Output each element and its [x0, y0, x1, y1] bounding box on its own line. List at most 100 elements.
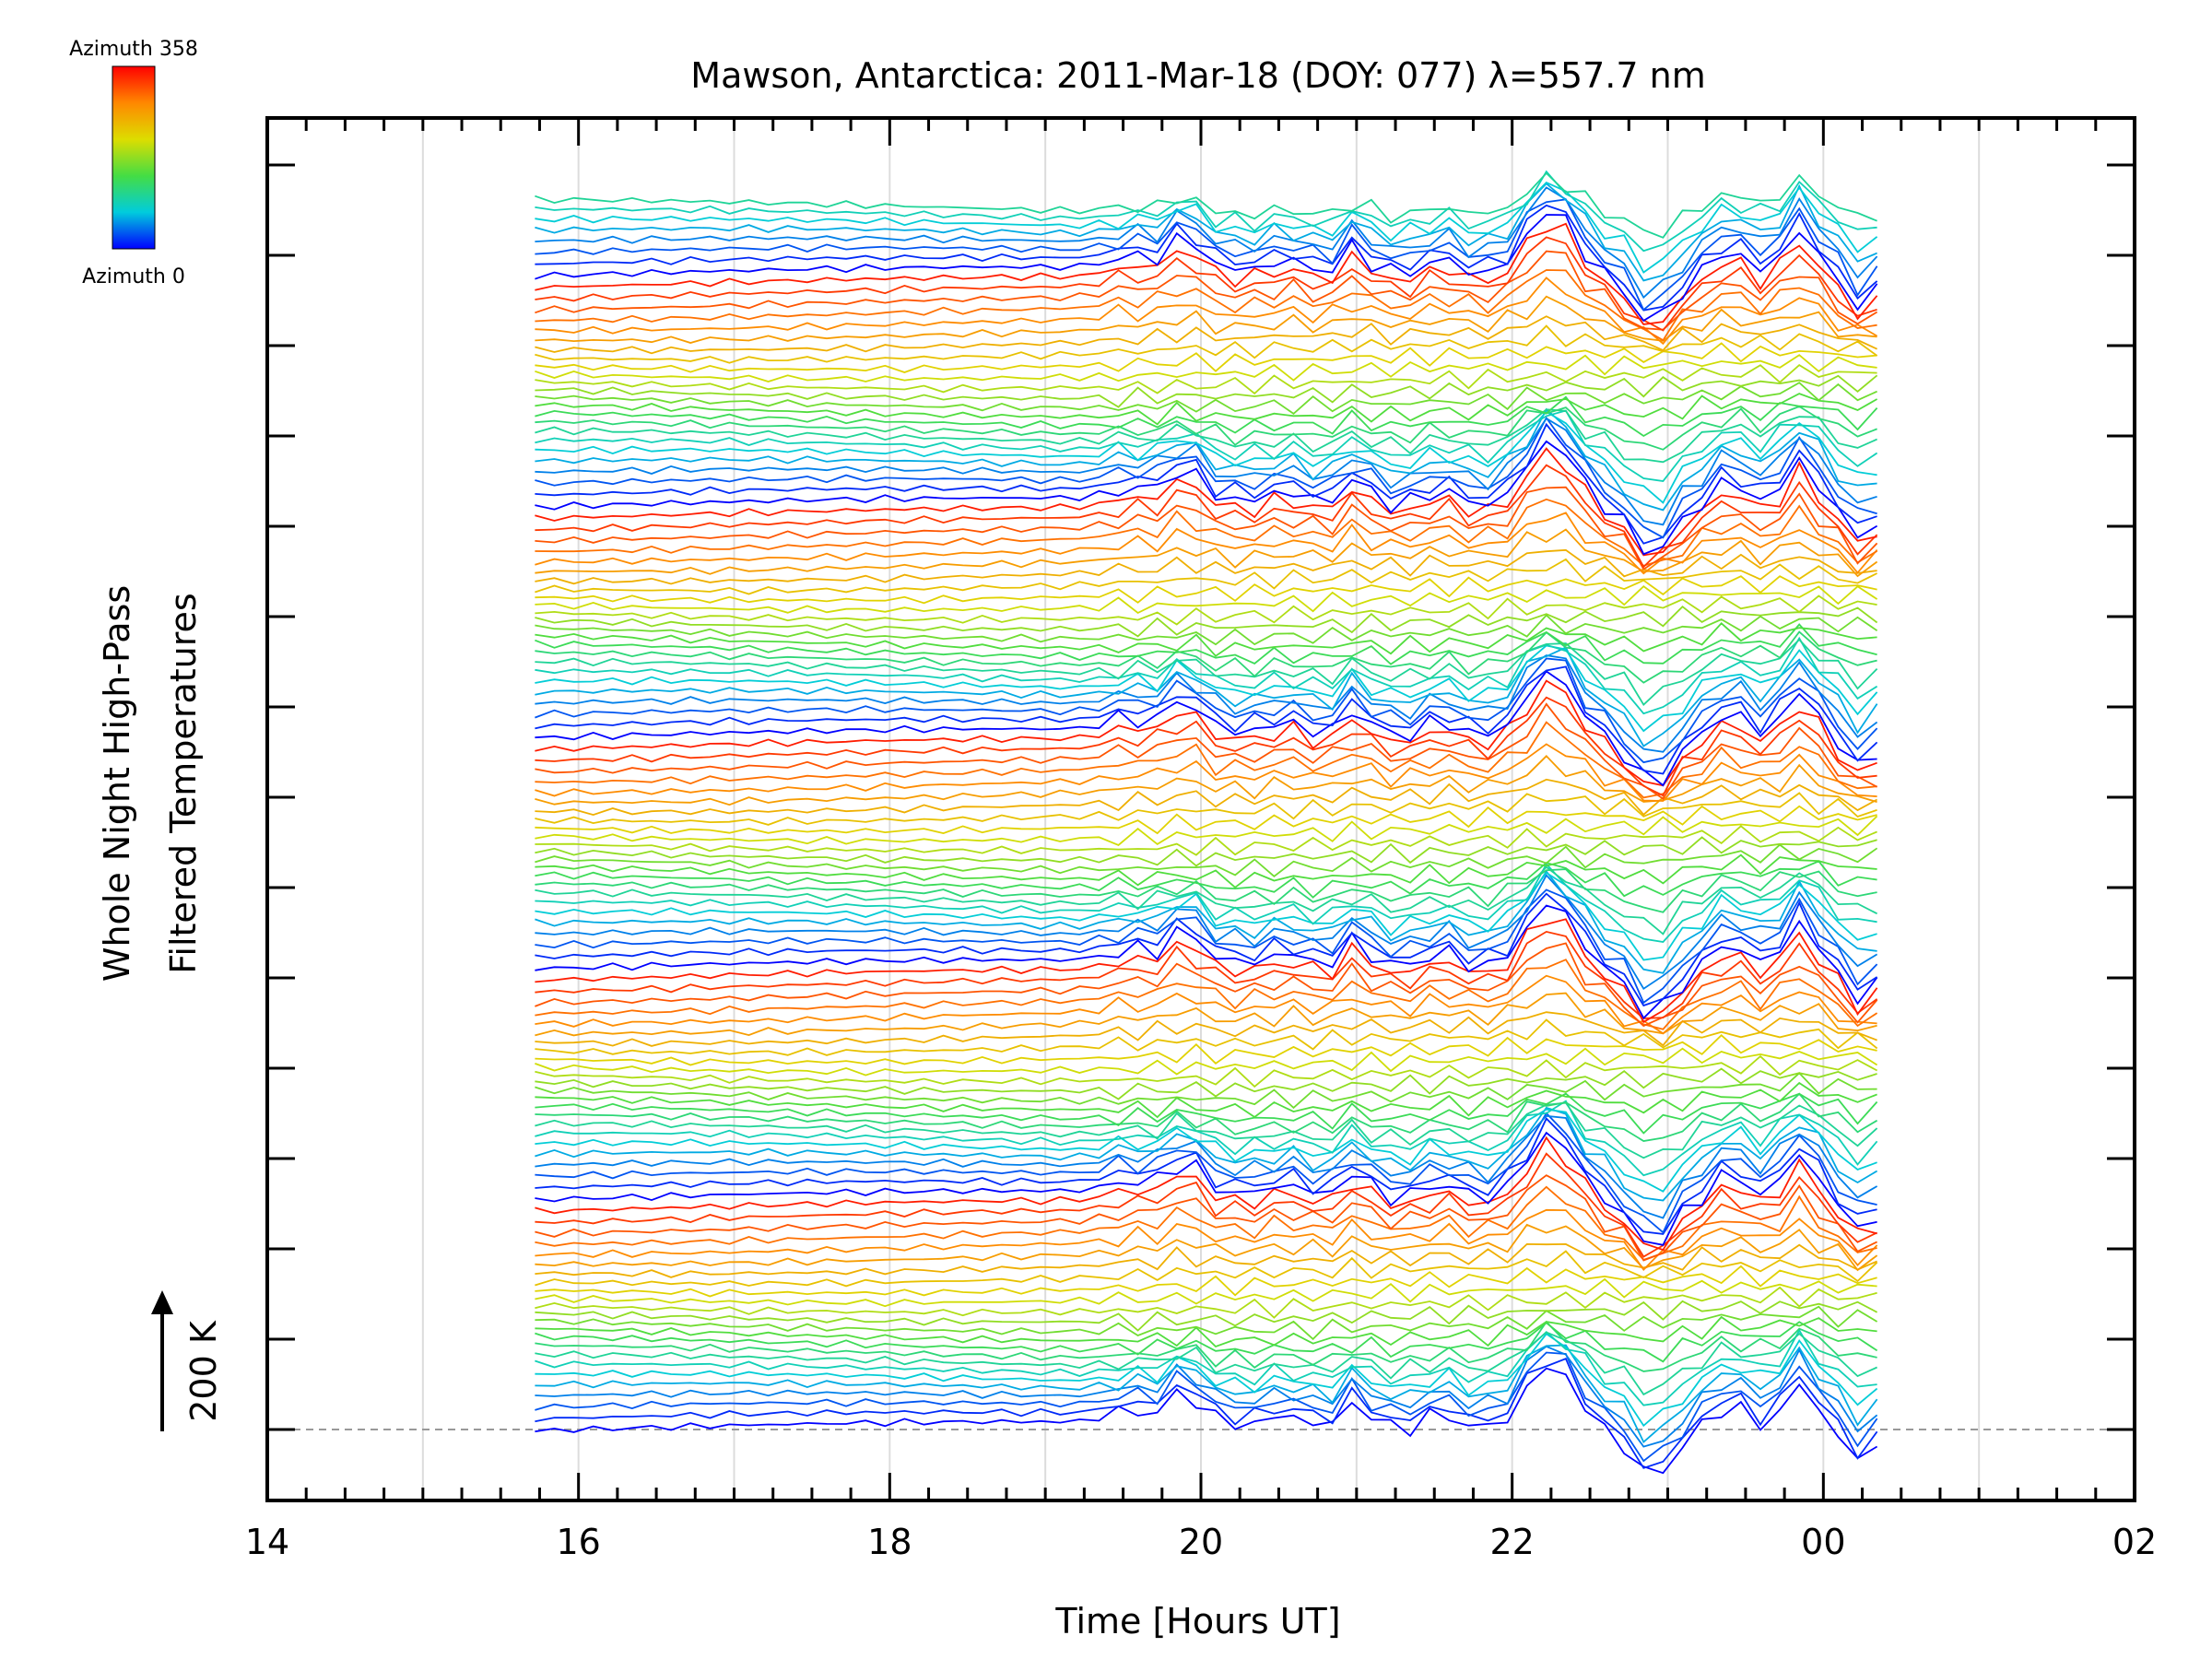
- series-line: [535, 1114, 1878, 1219]
- series-line: [535, 405, 1877, 451]
- series-line: [535, 1320, 1877, 1372]
- series-line: [535, 1106, 1878, 1202]
- series-line: [535, 657, 1878, 764]
- series-line: [535, 498, 1878, 567]
- series-line: [535, 1358, 1878, 1469]
- series-line: [535, 638, 1878, 707]
- series-line: [535, 1108, 1877, 1193]
- series-line: [535, 528, 1878, 578]
- series-line: [535, 665, 1878, 775]
- series-line: [535, 295, 1877, 344]
- x-tick-label: 02: [2112, 1522, 2157, 1562]
- x-tick-label: 22: [1489, 1522, 1534, 1562]
- series-line: [535, 1174, 1877, 1262]
- series-line: [535, 1101, 1878, 1159]
- series-line: [535, 1100, 1878, 1177]
- series-line: [535, 594, 1877, 626]
- series-line: [535, 644, 1878, 733]
- series-line: [535, 1367, 1878, 1475]
- colorbar: Azimuth 358 Azimuth 0: [69, 38, 198, 288]
- series-line: [535, 843, 1878, 877]
- series-line: [535, 1081, 1877, 1119]
- series-line: [535, 512, 1878, 575]
- series-line: [535, 871, 1877, 961]
- series-line: [535, 646, 1878, 747]
- series-line: [535, 1250, 1878, 1288]
- series-line: [535, 1152, 1877, 1258]
- series-line: [535, 558, 1878, 595]
- series-line: [535, 1112, 1877, 1234]
- series-line: [535, 575, 1877, 605]
- series-line: [535, 623, 1877, 665]
- scale-marker: 200 K: [151, 1290, 224, 1431]
- series-line: [535, 1033, 1877, 1066]
- series-line: [535, 395, 1878, 438]
- series-line: [535, 171, 1877, 239]
- series-line: [535, 324, 1878, 364]
- series-line: [535, 778, 1878, 817]
- series-line: [535, 860, 1877, 899]
- series-line: [535, 486, 1878, 571]
- series-line: [535, 1135, 1877, 1252]
- series-line: [535, 464, 1878, 569]
- series-line: [535, 1011, 1877, 1047]
- series-line: [535, 198, 1878, 312]
- series-line: [535, 1315, 1877, 1348]
- series-line: [535, 862, 1877, 943]
- series-line: [535, 743, 1877, 802]
- x-tick-label: 20: [1179, 1522, 1223, 1562]
- series-line: [535, 548, 1877, 585]
- series-line: [535, 1117, 1877, 1235]
- series-line: [535, 654, 1878, 753]
- series-line: [535, 585, 1878, 615]
- series-line: [535, 354, 1877, 382]
- x-tick-label: 18: [867, 1522, 912, 1562]
- series-line: [535, 408, 1877, 464]
- series-line: [535, 1018, 1878, 1056]
- series-line: [535, 1345, 1878, 1448]
- series-line: [535, 630, 1877, 684]
- series-line: [535, 870, 1877, 974]
- series-line: [535, 186, 1878, 300]
- colorbar-gradient: [112, 65, 156, 250]
- colorbar-top-label: Azimuth 358: [69, 38, 198, 61]
- series-line: [535, 670, 1877, 787]
- series-line: [535, 614, 1878, 646]
- series-line: [535, 918, 1878, 1024]
- series-line: [535, 440, 1878, 556]
- chart-title: Mawson, Antarctica: 2011-Mar-18 (DOY: 07…: [690, 55, 1705, 96]
- series-line: [535, 447, 1877, 557]
- series-line: [535, 1047, 1878, 1077]
- series-line: [535, 1277, 1877, 1308]
- series-line: [535, 374, 1878, 408]
- series-line: [535, 214, 1878, 323]
- series-line: [535, 1331, 1877, 1396]
- series-line: [535, 1092, 1878, 1135]
- series-line: [535, 805, 1877, 835]
- series-line: [535, 407, 1877, 512]
- series-line: [535, 792, 1877, 826]
- series-line: [535, 959, 1878, 1030]
- series-line: [535, 1092, 1878, 1142]
- series-line: [535, 605, 1878, 638]
- series-line: [535, 342, 1877, 373]
- series-line: [535, 1300, 1878, 1332]
- series-line: [535, 696, 1877, 797]
- series-line: [535, 1265, 1877, 1298]
- series-line: [535, 1054, 1878, 1088]
- series-line: [535, 416, 1877, 539]
- series-line: [535, 1072, 1877, 1110]
- x-tick-label: 16: [556, 1522, 600, 1562]
- series-line: [535, 182, 1877, 282]
- series-line: [535, 422, 1877, 545]
- series-line: [535, 250, 1878, 331]
- series-line: [535, 1131, 1877, 1246]
- series-line: [535, 825, 1877, 856]
- series-line: [535, 622, 1877, 657]
- series-line: [535, 222, 1878, 325]
- series-line: [535, 904, 1878, 1020]
- scale-marker-arrow-head: [151, 1290, 173, 1314]
- x-tick-label: 00: [1801, 1522, 1845, 1562]
- series-line: [535, 204, 1878, 312]
